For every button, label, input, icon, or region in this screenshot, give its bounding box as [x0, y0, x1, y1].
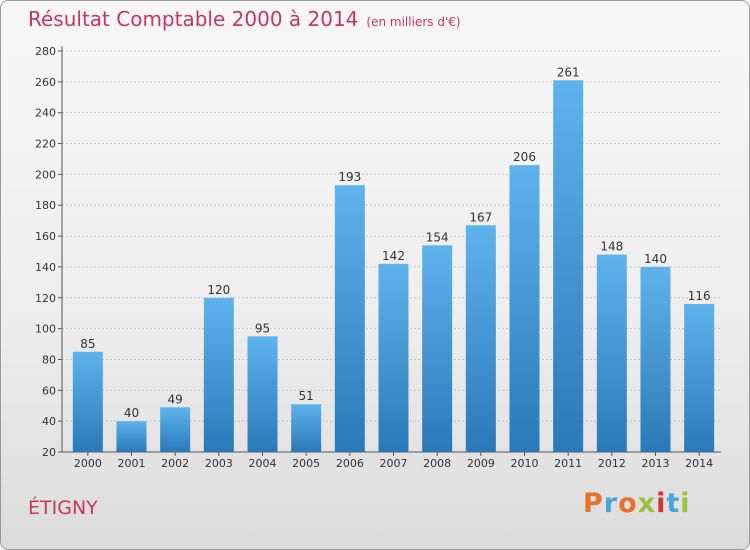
bar-value-label: 51	[299, 389, 314, 403]
y-tick-label: 240	[35, 107, 56, 120]
x-tick-label: 2000	[74, 457, 102, 470]
x-tick-label: 2013	[642, 457, 670, 470]
logo-letter: i	[680, 488, 691, 519]
x-tick-label: 2001	[118, 457, 146, 470]
x-tick-label: 2003	[205, 457, 233, 470]
bar-value-label: 116	[688, 289, 711, 303]
x-tick-label: 2005	[292, 457, 320, 470]
y-tick-label: 100	[35, 323, 56, 336]
x-tick-label: 2008	[423, 457, 451, 470]
logo-letter: t	[666, 488, 681, 519]
logo-letter: o	[618, 488, 638, 519]
bar-2006[interactable]	[334, 185, 365, 452]
bar-value-label: 95	[255, 321, 270, 335]
bar-value-label: 142	[382, 249, 405, 263]
x-tick-label: 2012	[598, 457, 626, 470]
bars	[72, 80, 715, 453]
commune-name: ÉTIGNY	[28, 497, 98, 519]
bar-2005[interactable]	[291, 404, 322, 452]
bar-value-label: 85	[80, 337, 95, 351]
x-tick-label: 2007	[380, 457, 408, 470]
bar-2003[interactable]	[203, 297, 234, 452]
x-tick-label: 2011	[554, 457, 582, 470]
bar-2011[interactable]	[553, 80, 584, 453]
bar-value-label: 206	[513, 150, 536, 164]
bar-2002[interactable]	[160, 407, 191, 452]
y-tick-label: 60	[42, 384, 56, 397]
bar-2010[interactable]	[509, 165, 540, 452]
bar-value-label: 167	[469, 210, 492, 224]
y-tick-label: 120	[35, 292, 56, 305]
logo-letter: i	[656, 488, 667, 519]
labels: 20 40 60 80 100 120 140 160 180 200 220 240 260 280 20…	[35, 45, 713, 470]
x-tick-label: 2010	[511, 457, 539, 470]
title-text: Résultat Comptable 2000 à 2014	[28, 7, 359, 31]
y-tick-label: 140	[35, 261, 56, 274]
y-tick-label: 160	[35, 230, 56, 243]
chart-title: Résultat Comptable 2000 à 2014 (en millie…	[28, 7, 461, 31]
bar-value-label: 148	[600, 240, 623, 254]
title-unit: (en milliers d'€)	[366, 15, 461, 29]
x-tick-label: 2002	[161, 457, 189, 470]
bar-value-label: 193	[338, 170, 361, 184]
bar-2008[interactable]	[422, 245, 453, 452]
x-tick-label: 2004	[249, 457, 277, 470]
y-tick-label: 200	[35, 168, 56, 181]
y-tick-label: 220	[35, 138, 56, 151]
x-tick-label: 2006	[336, 457, 364, 470]
y-tick-label: 40	[42, 415, 56, 428]
y-tick-label: 280	[35, 45, 56, 58]
x-tick-label: 2009	[467, 457, 495, 470]
y-tick-label: 20	[42, 446, 56, 459]
bar-2001[interactable]	[116, 421, 147, 452]
y-tick-label: 180	[35, 199, 56, 212]
y-tick-label: 80	[42, 353, 56, 366]
bar-2014[interactable]	[684, 303, 715, 452]
logo-letter: r	[603, 488, 619, 519]
bar-2007[interactable]	[378, 263, 409, 452]
bar-value-label: 140	[644, 252, 667, 266]
bar-2004[interactable]	[247, 336, 278, 452]
bar-value-label: 261	[557, 65, 580, 79]
bar-value-label: 154	[426, 230, 449, 244]
bar-value-label: 49	[168, 392, 183, 406]
bar-2012[interactable]	[596, 254, 627, 452]
logo-letter: P	[583, 488, 604, 519]
bar-2013[interactable]	[640, 266, 671, 452]
bar-2000[interactable]	[72, 351, 103, 452]
logo-letter: x	[637, 488, 657, 519]
y-tick-label: 260	[35, 76, 56, 89]
x-tick-label: 2014	[685, 457, 713, 470]
bar-value-label: 120	[207, 283, 230, 297]
proxiti-logo[interactable]: Proxiti	[583, 488, 691, 519]
bar-value-label: 40	[124, 406, 139, 420]
bar-2009[interactable]	[465, 225, 496, 452]
